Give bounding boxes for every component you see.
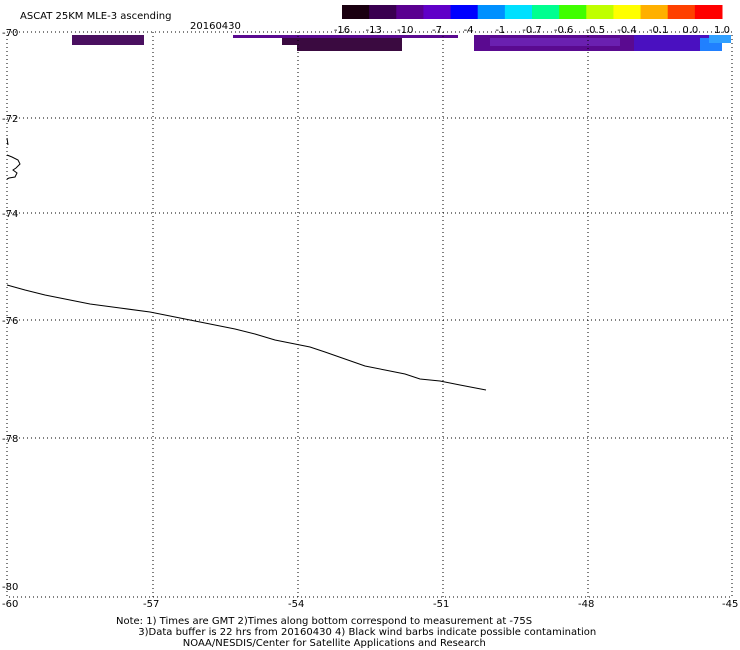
colorbar-swatch — [423, 5, 452, 19]
swath-segment — [490, 38, 620, 46]
lon-label: -48 — [578, 599, 594, 610]
footnote-line-3: NOAA/NESDIS/Center for Satellite Applica… — [182, 638, 486, 649]
lat-label: -72 — [2, 114, 18, 125]
coastline — [6, 137, 487, 391]
colorbar-tick-label: -16 — [334, 25, 350, 36]
coastline-segment — [6, 284, 487, 391]
colorbar-tick-label: -7 — [432, 25, 442, 36]
colorbar-tick-label: -0.1 — [649, 25, 669, 36]
footnote-line-2: 3)Data buffer is 22 hrs from 20160430 4)… — [138, 627, 597, 638]
latitude-labels: -70 -72 -74 -76 -78 -80 — [2, 28, 18, 593]
lon-label: -51 — [433, 599, 449, 610]
longitude-labels: -60 -57 -54 -51 -48 -45 — [2, 599, 738, 610]
lon-label: -57 — [143, 599, 159, 610]
lon-label: -45 — [722, 599, 738, 610]
swath-data — [72, 35, 731, 51]
swath-segment — [282, 38, 402, 45]
colorbar-swatch — [640, 5, 669, 19]
swath-segment — [634, 35, 709, 51]
lon-label: -60 — [2, 599, 18, 610]
map-title: ASCAT 25KM MLE-3 ascending — [20, 11, 171, 22]
swath-segment — [72, 35, 144, 45]
colorbar-tick-labels: -16 -13 -10 -7 -4 -1 -0.7 -0.6 -0.5 -0.4 -0.1 0.0 1.… — [334, 25, 730, 36]
colorbar-tick-label: -10 — [397, 25, 413, 36]
swath-segment — [297, 45, 402, 51]
colorbar-tick-label: -0.5 — [586, 25, 606, 36]
colorbar-tick-label: -13 — [365, 25, 381, 36]
lon-label: -54 — [288, 599, 304, 610]
coastline-segment — [6, 137, 9, 146]
colorbar-tick-label: -1 — [495, 25, 505, 36]
colorbar-tick-label: 0.0 — [682, 25, 698, 36]
colorbar-swatch — [504, 5, 533, 19]
colorbar — [342, 5, 723, 19]
coastline-segment — [6, 154, 21, 180]
lat-label: -80 — [2, 582, 18, 593]
colorbar-swatch — [369, 5, 397, 19]
colorbar-swatch — [586, 5, 614, 19]
colorbar-swatch — [532, 5, 560, 19]
colorbar-tick-label: -0.6 — [554, 25, 574, 36]
colorbar-tick-label: -0.7 — [522, 25, 542, 36]
lat-label: -78 — [2, 434, 18, 445]
lat-label: -70 — [2, 28, 18, 39]
swath-segment — [233, 35, 458, 38]
footnote-line-1: Note: 1) Times are GMT 2)Times along bot… — [116, 616, 533, 627]
colorbar-swatch — [559, 5, 587, 19]
map-frame — [6, 31, 733, 598]
colorbar-swatch — [396, 5, 424, 19]
colorbar-tick-label: 1.0 — [714, 25, 730, 36]
lat-label: -76 — [2, 316, 18, 327]
map-date: 20160430 — [190, 21, 241, 32]
colorbar-swatch — [450, 5, 479, 19]
colorbar-swatch — [694, 5, 723, 19]
graticule — [7, 32, 732, 597]
colorbar-swatch — [477, 5, 506, 19]
lat-label: -74 — [2, 209, 18, 220]
footnote: Note: 1) Times are GMT 2)Times along bot… — [116, 616, 596, 649]
colorbar-tick-label: -0.4 — [617, 25, 637, 36]
colorbar-swatch — [667, 5, 696, 19]
swath-segment — [709, 35, 731, 43]
colorbar-swatch — [613, 5, 642, 19]
colorbar-tick-label: -4 — [464, 25, 474, 36]
colorbar-swatch — [342, 5, 370, 19]
